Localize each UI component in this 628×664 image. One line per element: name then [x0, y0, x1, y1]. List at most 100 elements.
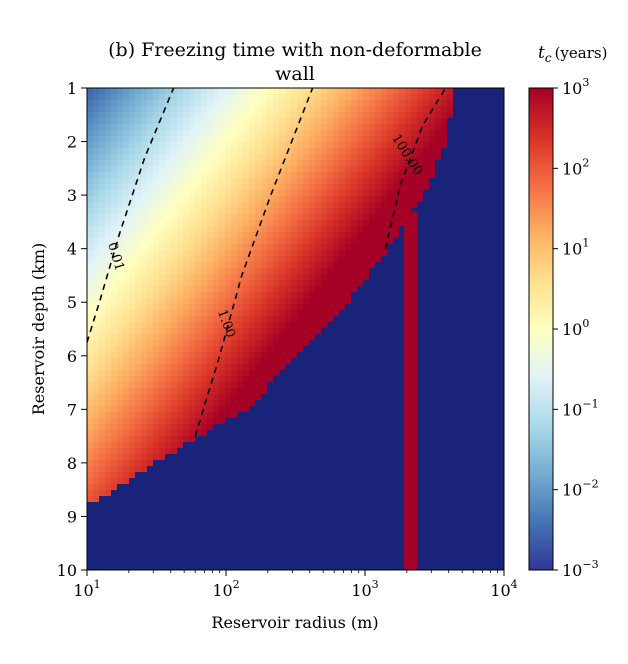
heatmap-cell: [165, 280, 172, 287]
heatmap-cell: [309, 340, 316, 347]
heatmap-cell: [159, 226, 166, 233]
heatmap-cell: [381, 226, 388, 233]
heatmap-cell: [195, 148, 202, 155]
heatmap-cell: [369, 442, 376, 449]
heatmap-cell: [357, 268, 364, 275]
heatmap-cell: [87, 508, 94, 515]
heatmap-cell: [273, 184, 280, 191]
heatmap-cell: [363, 472, 370, 479]
heatmap-cell: [333, 394, 340, 401]
heatmap-cell: [111, 448, 118, 455]
heatmap-cell: [249, 436, 256, 443]
heatmap-cell: [453, 256, 460, 263]
heatmap-cell: [375, 370, 382, 377]
heatmap-cell: [201, 160, 208, 167]
heatmap-cell: [135, 412, 142, 419]
heatmap-cell: [135, 346, 142, 353]
heatmap-cell: [453, 394, 460, 401]
heatmap-cell: [303, 334, 310, 341]
heatmap-cell: [441, 394, 448, 401]
heatmap-cell: [219, 394, 226, 401]
heatmap-cell: [321, 490, 328, 497]
heatmap-cell: [339, 472, 346, 479]
heatmap-cell: [231, 484, 238, 491]
heatmap-cell: [393, 376, 400, 383]
heatmap-cell: [459, 430, 466, 437]
heatmap-cell: [129, 340, 136, 347]
heatmap-cell: [189, 346, 196, 353]
heatmap-cell: [423, 184, 430, 191]
heatmap-cell: [249, 496, 256, 503]
heatmap-cell: [483, 298, 490, 305]
heatmap-cell: [201, 268, 208, 275]
heatmap-cell: [279, 184, 286, 191]
heatmap-cell: [465, 460, 472, 467]
heatmap-cell: [243, 148, 250, 155]
heatmap-cell: [219, 430, 226, 437]
heatmap-cell: [339, 388, 346, 395]
heatmap-cell: [243, 442, 250, 449]
heatmap-cell: [129, 460, 136, 467]
heatmap-cell: [483, 106, 490, 113]
heatmap-cell: [363, 130, 370, 137]
chart-title-line2: wall: [275, 63, 315, 85]
heatmap-cell: [255, 166, 262, 173]
heatmap-cell: [393, 136, 400, 143]
heatmap-cell: [483, 100, 490, 107]
heatmap-cell: [249, 406, 256, 413]
heatmap-cell: [393, 178, 400, 185]
heatmap-cell: [393, 340, 400, 347]
heatmap-cell: [153, 406, 160, 413]
heatmap-cell: [237, 160, 244, 167]
heatmap-cell: [387, 100, 394, 107]
heatmap-cell: [105, 484, 112, 491]
heatmap-cell: [363, 502, 370, 509]
heatmap-cell: [129, 370, 136, 377]
heatmap-cell: [309, 238, 316, 245]
heatmap-cell: [441, 220, 448, 227]
heatmap-cell: [111, 154, 118, 161]
heatmap-cell: [237, 388, 244, 395]
heatmap-cell: [195, 352, 202, 359]
heatmap-cell: [393, 418, 400, 425]
heatmap-cell: [303, 262, 310, 269]
heatmap-cell: [291, 358, 298, 365]
heatmap-cell: [183, 268, 190, 275]
heatmap-cell: [393, 316, 400, 323]
heatmap-cell: [423, 376, 430, 383]
heatmap-cell: [237, 472, 244, 479]
heatmap-cell: [105, 256, 112, 263]
heatmap-cell: [501, 124, 504, 131]
heatmap-cell: [123, 466, 130, 473]
heatmap-cell: [273, 328, 280, 335]
heatmap-cell: [261, 190, 268, 197]
heatmap-cell: [411, 148, 418, 155]
heatmap-cell: [255, 472, 262, 479]
heatmap-cell: [399, 340, 406, 347]
heatmap-cell: [171, 490, 178, 497]
heatmap-cell: [363, 418, 370, 425]
heatmap-cell: [387, 190, 394, 197]
heatmap-cell: [345, 124, 352, 131]
heatmap-cell: [111, 316, 118, 323]
heatmap-cell: [465, 430, 472, 437]
heatmap-cell: [147, 442, 154, 449]
heatmap-cell: [435, 100, 442, 107]
heatmap-cell: [375, 340, 382, 347]
heatmap-cell: [477, 382, 484, 389]
heatmap-cell: [111, 112, 118, 119]
heatmap-cell: [345, 310, 352, 317]
heatmap-cell: [141, 484, 148, 491]
heatmap-cell: [111, 304, 118, 311]
heatmap-cell: [291, 436, 298, 443]
heatmap-cell: [129, 208, 136, 215]
heatmap-cell: [471, 472, 478, 479]
heatmap-cell: [399, 376, 406, 383]
heatmap-cell: [459, 136, 466, 143]
heatmap-cell: [207, 214, 214, 221]
heatmap-cell: [423, 106, 430, 113]
heatmap-cell: [291, 244, 298, 251]
heatmap-cell: [351, 298, 358, 305]
heatmap-cell: [291, 142, 298, 149]
heatmap-cell: [225, 166, 232, 173]
